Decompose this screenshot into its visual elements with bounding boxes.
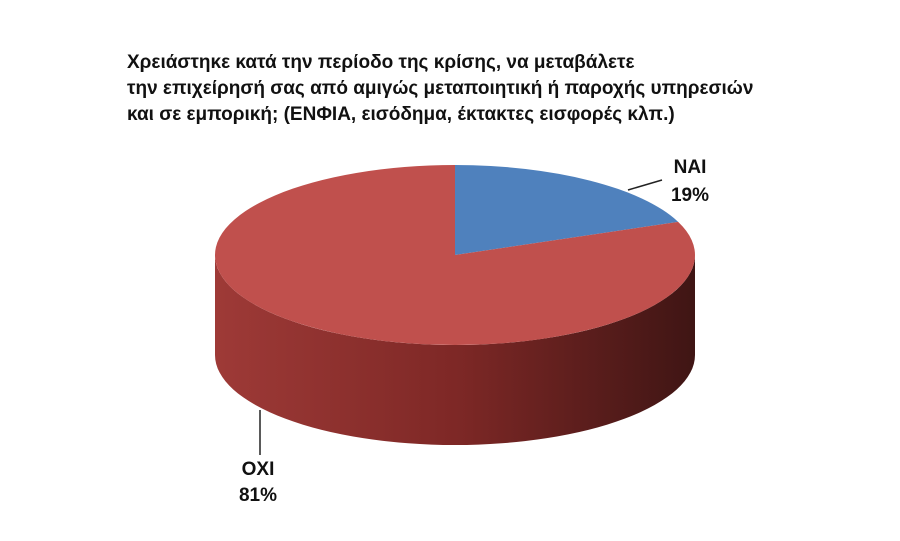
slice-label: ΝΑΙ [674, 157, 707, 178]
chart-title: την επιχείρησή σας από αμιγώς μεταποιητι… [127, 78, 753, 99]
leader-line [627, 179, 663, 191]
slice-label: ΟΧΙ [242, 459, 275, 480]
chart-title: και σε εμπορική; (ΕΝΦΙΑ, εισόδημα, έκτακ… [127, 104, 675, 125]
pie-slice [455, 165, 679, 255]
chart-title: Χρειάστηκε κατά την περίοδο της κρίσης, … [127, 52, 635, 73]
pie-side [215, 255, 695, 445]
value-label: 81% [239, 485, 277, 506]
pie-slice [214, 165, 695, 345]
value-label: 19% [671, 185, 709, 206]
